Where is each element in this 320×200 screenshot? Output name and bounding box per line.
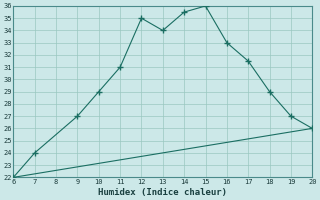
X-axis label: Humidex (Indice chaleur): Humidex (Indice chaleur) [98, 188, 227, 197]
